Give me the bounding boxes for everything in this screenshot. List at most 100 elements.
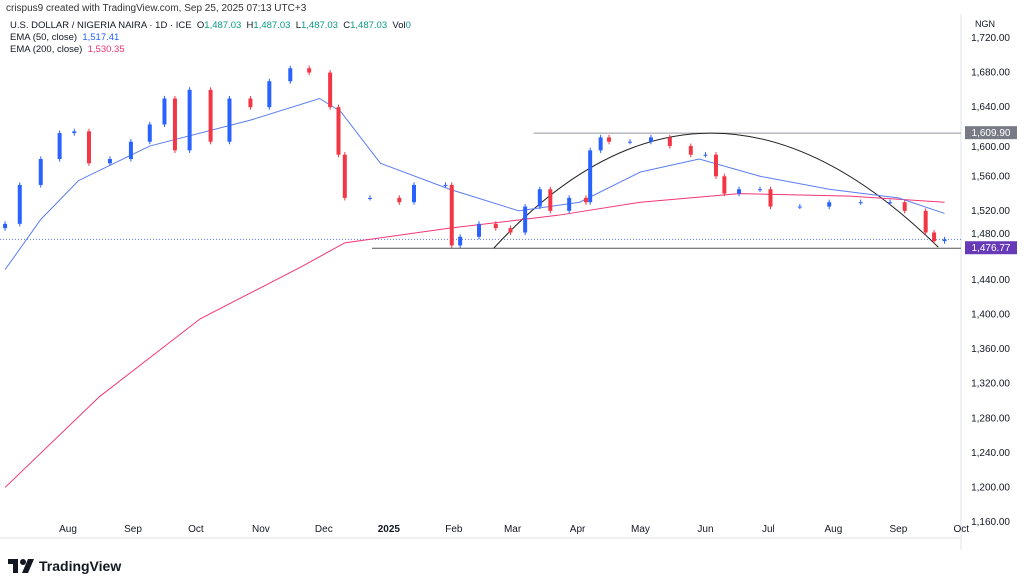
candle-body	[449, 184, 454, 246]
candle-body	[38, 159, 43, 185]
candle-body	[523, 206, 528, 233]
price-tick-label: 1,480.00	[971, 229, 1010, 240]
close-value: 1,487.03	[350, 20, 388, 31]
candles	[3, 65, 947, 249]
chart-credit: crispus9 created with TradingView.com, S…	[6, 3, 307, 14]
vol-value: 0	[405, 20, 411, 31]
time-tick-label: Aug	[59, 524, 77, 535]
candle-body	[648, 137, 653, 142]
candle-body	[667, 137, 672, 147]
candle-body	[248, 98, 253, 108]
price-tick-label: 1,640.00	[971, 102, 1010, 113]
candle-body	[443, 184, 448, 186]
candle-body	[307, 68, 312, 73]
tradingview-logo[interactable]: TradingView	[8, 558, 121, 574]
tradingview-logo-icon	[8, 559, 34, 573]
candle-body	[607, 137, 612, 142]
candle-body	[493, 223, 498, 229]
vol-label: Vol	[392, 20, 406, 31]
logo-text: TradingView	[39, 558, 122, 574]
candle-body	[3, 223, 8, 229]
close-label: C	[343, 20, 351, 31]
time-tick-label: Mar	[504, 524, 522, 535]
candle-body	[72, 131, 77, 134]
symbol-title[interactable]: U.S. DOLLAR / NIGERIA NAIRA · 1D · ICE	[10, 20, 192, 31]
high-label: H	[246, 20, 254, 31]
ema50-row[interactable]: EMA (50, close) 1,517.41	[10, 32, 411, 44]
candle-body	[688, 146, 693, 155]
candle-body	[328, 72, 333, 108]
candle-body	[588, 150, 593, 203]
price-tick-label: 1,520.00	[971, 206, 1010, 217]
candle-body	[477, 223, 482, 237]
candle-body	[267, 81, 272, 108]
price-tick-label: 1,400.00	[971, 310, 1010, 321]
ema200-label: EMA (200, close)	[10, 44, 83, 55]
time-tick-label: Apr	[570, 524, 586, 535]
candle-body	[107, 159, 112, 164]
ema50-line	[4, 97, 945, 270]
ema200-value: 1,530.35	[87, 44, 125, 55]
ema50-value: 1,517.41	[82, 32, 120, 43]
candle-body	[567, 197, 572, 211]
candle-body	[888, 202, 893, 204]
price-axis[interactable]: 1,720.00 1,680.00 1,640.00 1,600.00 1,560.00…	[971, 33, 1010, 528]
candle-body	[703, 154, 708, 156]
candle-body	[128, 141, 133, 160]
arc-drawing	[493, 132, 939, 249]
candle-body	[187, 89, 192, 151]
time-tick-label: Oct	[954, 524, 970, 535]
time-tick-label: Sep	[124, 524, 142, 535]
candle-body	[288, 68, 293, 82]
time-tick-label: Oct	[188, 524, 204, 535]
price-chart[interactable]: NGN 1,720.00 1,680.00 1,640.00 1,600.00 1,56…	[0, 14, 1024, 550]
price-tick-label: 1,240.00	[971, 448, 1010, 459]
candle-body	[932, 232, 937, 242]
price-tick-label: 1,200.00	[971, 482, 1010, 493]
price-tick-label: 1,560.00	[971, 171, 1010, 182]
time-tick-label: Jul	[762, 524, 775, 535]
ema200-line	[4, 193, 945, 488]
time-tick-label: 2025	[378, 524, 401, 535]
candle-body	[758, 189, 763, 191]
open-value: 1,487.03	[204, 20, 242, 31]
candle-body	[923, 210, 928, 233]
candle-body	[458, 236, 463, 246]
price-tick-label: 1,280.00	[971, 413, 1010, 424]
currency-label: NGN	[975, 19, 995, 29]
time-tick-label: Aug	[825, 524, 843, 535]
candle-body	[627, 141, 632, 143]
candle-body	[57, 133, 62, 160]
price-tick-label: 1,720.00	[971, 33, 1010, 44]
candle-body	[336, 107, 341, 155]
time-tick-label: Sep	[890, 524, 908, 535]
price-tick-label: 1,160.00	[971, 517, 1010, 528]
candle-body	[598, 137, 603, 151]
candle-body	[172, 98, 177, 151]
support-price-label-bg	[965, 241, 1017, 255]
price-tick-label: 1,440.00	[971, 275, 1010, 286]
high-value: 1,487.03	[253, 20, 291, 31]
support-price-label: 1,476.77	[972, 243, 1011, 254]
price-tick-label: 1,680.00	[971, 68, 1010, 79]
candle-body	[768, 189, 773, 207]
candle-body	[827, 202, 832, 207]
time-axis[interactable]: Aug Sep Oct Nov Dec 2025 Feb Mar Apr May Jun Jul Aug…	[59, 524, 969, 535]
candle-body	[722, 176, 727, 194]
time-tick-label: Jun	[697, 524, 713, 535]
resistance-price-label: 1,609.90	[972, 128, 1011, 139]
price-tick-label: 1,320.00	[971, 379, 1010, 390]
candle-body	[537, 189, 542, 207]
time-tick-label: Feb	[445, 524, 463, 535]
time-tick-label: Nov	[252, 524, 270, 535]
drawings	[0, 132, 961, 249]
candle-body	[342, 154, 347, 198]
candle-body	[86, 131, 91, 164]
price-tick-label: 1,600.00	[971, 142, 1010, 153]
ema200-row[interactable]: EMA (200, close) 1,530.35	[10, 44, 411, 56]
candle-body	[17, 184, 22, 224]
candle-body	[147, 124, 152, 142]
resistance-price-label-bg	[965, 126, 1017, 140]
candle-body	[902, 202, 907, 211]
candle-body	[412, 184, 417, 203]
